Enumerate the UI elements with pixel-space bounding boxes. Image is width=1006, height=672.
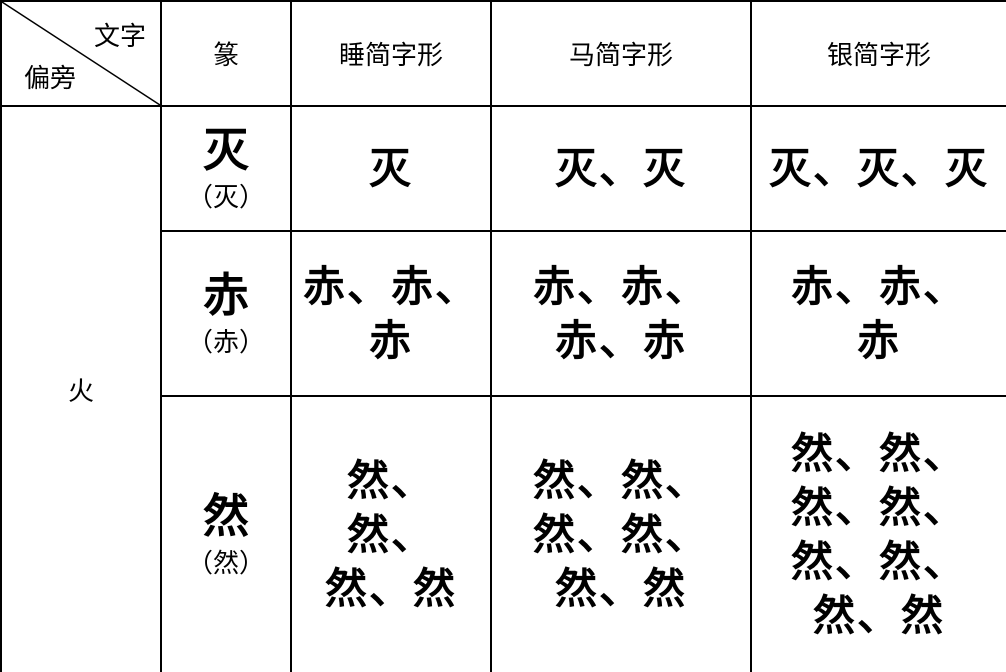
glyph-line: 灭、灭: [554, 143, 687, 193]
glyph-line: 然、然、: [790, 428, 967, 478]
corner-top: 文字: [93, 22, 146, 52]
yin-cell: 赤、赤、赤: [750, 230, 1006, 397]
glyph-line: 然、然、: [532, 509, 709, 559]
radical: 火: [0, 105, 162, 672]
seal-label: （赤）: [186, 328, 265, 358]
corner-cell: 文字 偏旁: [0, 0, 162, 107]
glyph-line: 赤、赤、: [532, 261, 709, 311]
shui-cell: 赤、赤、赤: [290, 230, 492, 397]
seal-glyph: 灭: [203, 123, 249, 177]
ma-cell: 灭、灭: [490, 105, 752, 232]
seal-cell: 赤 （赤）: [160, 230, 292, 397]
shui-cell: 然、 然、 然、然: [290, 395, 492, 672]
glyph-line: 赤、赤、: [790, 261, 967, 311]
glyph-line: 然、然: [324, 563, 457, 613]
yin-cell: 然、然、 然、然、 然、然、 然、然: [750, 395, 1006, 672]
ma-cell: 赤、赤、 赤、赤: [490, 230, 752, 397]
glyph-line: 然、: [346, 509, 435, 559]
glyph-line: 然、然: [812, 590, 945, 640]
seal-glyph: 赤: [203, 268, 249, 322]
seal-glyph: 然: [203, 489, 249, 543]
glyph-line: 然、然、: [532, 455, 709, 505]
glyph-line: 赤: [368, 315, 413, 365]
ma-cell: 然、然、 然、然、 然、然: [490, 395, 752, 672]
column-header: 篆: [160, 0, 292, 107]
seal-label: （然）: [186, 549, 265, 579]
column-header: 马简字形: [490, 0, 752, 107]
seal-cell: 然 （然）: [160, 395, 292, 672]
glyph-line: 赤: [856, 315, 901, 365]
glyph-line: 赤、赤、: [302, 261, 479, 311]
shui-cell: 灭: [290, 105, 492, 232]
glyph-line: 然、然、: [790, 536, 967, 586]
seal-cell: 灭 （灭）: [160, 105, 292, 232]
glyph-line: 赤、赤: [554, 315, 687, 365]
glyph-line: 灭、灭、灭: [768, 143, 989, 193]
column-header: 睡简字形: [290, 0, 492, 107]
glyph-line: 然、: [346, 455, 435, 505]
diagonal: [2, 2, 160, 105]
glyph-line: 灭: [368, 143, 413, 193]
column-header: 银简字形: [750, 0, 1006, 107]
glyph-line: 然、然、: [790, 482, 967, 532]
corner-bottom: 偏旁: [24, 64, 77, 94]
yin-cell: 灭、灭、灭: [750, 105, 1006, 232]
seal-label: （灭）: [186, 183, 265, 213]
glyph-line: 然、然: [554, 563, 687, 613]
